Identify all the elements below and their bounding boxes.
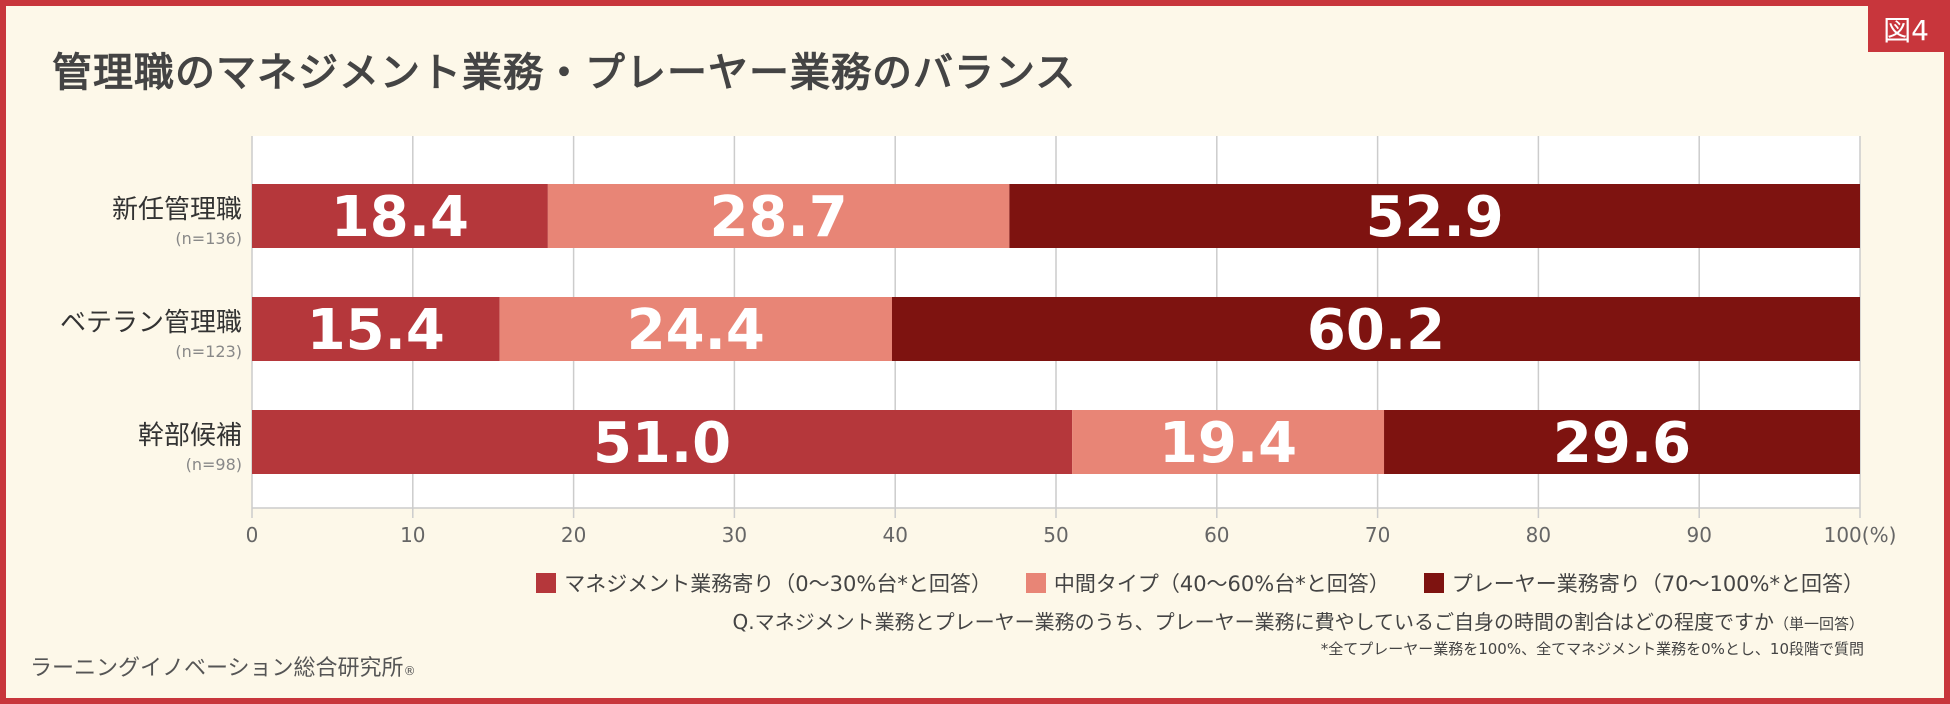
- x-tick-label: 20: [561, 523, 586, 547]
- bar-segment: [252, 410, 1073, 474]
- category-sample-size: (n=136): [175, 229, 242, 248]
- chart-title: 管理職のマネジメント業務・プレーヤー業務のバランス: [52, 50, 1077, 96]
- footnote: *全てプレーヤー業務を100%、全てマネジメント業務を0%とし、10段階で質問: [1320, 640, 1864, 658]
- x-tick-label: 80: [1526, 523, 1551, 547]
- organization-name: ラーニングイノベーション総合研究所: [30, 656, 404, 681]
- bar-value-label: 29.6: [1553, 411, 1691, 476]
- x-tick-label: 90: [1686, 523, 1711, 547]
- x-tick-label: 50: [1043, 523, 1068, 547]
- legend-label-player: プレーヤー業務寄り（70～100%*と回答）: [1451, 572, 1864, 596]
- legend-item-management: マネジメント業務寄り（0～30%台*と回答）: [536, 568, 992, 598]
- x-tick-label: 100(%): [1824, 523, 1897, 547]
- x-tick-label: 60: [1204, 523, 1229, 547]
- bar-value-label: 28.7: [710, 185, 848, 250]
- legend-label-middle: 中間タイプ（40～60%台*と回答）: [1053, 572, 1390, 596]
- bar-segment: [547, 184, 1010, 248]
- x-tick-label: 40: [882, 523, 907, 547]
- organization-credit: ラーニングイノベーション総合研究所®: [30, 650, 416, 682]
- legend-label-management: マネジメント業務寄り（0～30%台*と回答）: [564, 572, 992, 596]
- question-text: Q.マネジメント業務とプレーヤー業務のうち、プレーヤー業務に費やしているご自身の…: [732, 610, 1774, 634]
- bar-value-label: 19.4: [1159, 411, 1297, 476]
- bar-value-label: 24.4: [627, 298, 765, 363]
- legend-swatch-player: [1423, 573, 1444, 593]
- question-note: （単一回答）: [1773, 615, 1864, 633]
- x-tick-label: 10: [400, 523, 425, 547]
- registered-mark: ®: [403, 664, 416, 678]
- bar-value-label: 52.9: [1366, 185, 1504, 250]
- bar-segment: [252, 297, 500, 361]
- bar-segment: [1384, 410, 1860, 474]
- legend-swatch-middle: [1025, 573, 1046, 593]
- bar-value-label: 51.0: [593, 411, 731, 476]
- bar-value-label: 18.4: [331, 185, 469, 250]
- bar-segment: [1072, 410, 1385, 474]
- x-tick-label: 30: [722, 523, 747, 547]
- bar-value-label: 15.4: [307, 298, 445, 363]
- legend-item-player: プレーヤー業務寄り（70～100%*と回答）: [1423, 568, 1864, 598]
- legend-swatch-management: [536, 573, 557, 593]
- legend-item-middle: 中間タイプ（40～60%台*と回答）: [1025, 568, 1390, 598]
- bar-segment: [499, 297, 892, 361]
- category-label: 新任管理職: [112, 195, 242, 225]
- bar-segment: [891, 297, 1860, 361]
- category-sample-size: (n=123): [175, 342, 242, 361]
- x-tick-label: 0: [246, 523, 259, 547]
- category-label: 幹部候補: [138, 421, 242, 451]
- bar-value-label: 60.2: [1307, 298, 1445, 363]
- survey-question: Q.マネジメント業務とプレーヤー業務のうち、プレーヤー業務に費やしているご自身の…: [732, 606, 1864, 635]
- x-tick-label: 70: [1365, 523, 1390, 547]
- category-label: ベテラン管理職: [60, 308, 242, 338]
- bar-segment: [1009, 184, 1860, 248]
- bar-segment: [252, 184, 548, 248]
- category-sample-size: (n=98): [186, 455, 242, 474]
- figure-badge: 図4: [1868, 6, 1944, 52]
- legend: マネジメント業務寄り（0～30%台*と回答） 中間タイプ（40～60%台*と回答…: [536, 566, 1864, 600]
